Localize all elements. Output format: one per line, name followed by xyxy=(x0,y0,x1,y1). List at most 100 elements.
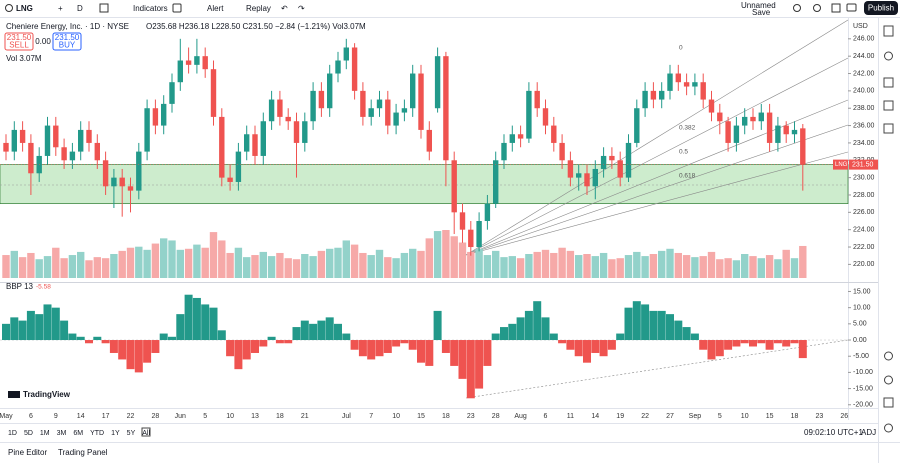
watchlist-icon[interactable] xyxy=(883,25,894,37)
x-tick-label: Jul xyxy=(342,413,351,420)
x-tick-label: 23 xyxy=(816,413,824,420)
range-button[interactable]: 5Y xyxy=(127,430,136,437)
fib-label: 0.618 xyxy=(679,173,696,180)
volume-bar xyxy=(633,251,641,278)
bbp-bar xyxy=(641,304,650,341)
add-symbol[interactable]: + xyxy=(58,4,63,13)
bbp-bar xyxy=(358,340,367,357)
data-window-icon[interactable] xyxy=(883,77,894,88)
y-tick-label: 220.00 xyxy=(853,261,875,268)
alert-button[interactable]: Alert xyxy=(207,4,224,13)
sell-label[interactable]: SELL xyxy=(9,41,29,50)
search-icon[interactable] xyxy=(5,4,13,12)
chat-icon[interactable] xyxy=(884,375,893,385)
bbp-bar xyxy=(591,340,600,353)
candle-body xyxy=(493,160,499,204)
ideas-icon[interactable] xyxy=(884,351,893,361)
footer: 1D 5D 1M 3M 6M YTD 1Y 5Y All xyxy=(8,430,150,437)
candle-body xyxy=(484,203,491,222)
range-button[interactable]: 6M xyxy=(73,430,83,437)
undo[interactable]: ↶ xyxy=(281,4,288,13)
range-button[interactable]: 1Y xyxy=(111,430,120,437)
range-button[interactable]: All xyxy=(142,430,150,437)
candle-body xyxy=(717,112,723,122)
quick-search[interactable] xyxy=(793,4,801,12)
candle-body xyxy=(302,121,308,143)
calendar-icon[interactable] xyxy=(883,123,894,134)
x-tick-label: 21 xyxy=(301,413,309,420)
volume-bar xyxy=(475,248,483,278)
volume-bar xyxy=(492,250,500,278)
volume-bar xyxy=(2,255,10,278)
replay-button[interactable]: Replay xyxy=(246,4,271,13)
alerts-icon[interactable] xyxy=(884,51,893,61)
bottom-tab[interactable]: Trading Panel xyxy=(58,448,108,457)
bbp-bar xyxy=(259,340,268,347)
bbp-bar xyxy=(632,301,641,341)
snapshot[interactable] xyxy=(846,3,857,12)
fullscreen[interactable] xyxy=(831,3,841,13)
bottom-tab[interactable]: Pine Editor xyxy=(8,448,47,457)
volume-bar xyxy=(10,250,18,278)
volume-bar xyxy=(234,247,243,278)
hotlist-icon[interactable] xyxy=(883,100,894,111)
candle-body xyxy=(78,129,84,152)
x-tick-label: 7 xyxy=(369,413,373,420)
bbp-bar xyxy=(226,340,235,357)
volume-bar xyxy=(243,257,251,278)
help-icon[interactable] xyxy=(884,423,893,433)
date-range-icon[interactable] xyxy=(141,427,151,437)
candle-body xyxy=(169,82,175,104)
volume-bar xyxy=(143,249,151,278)
range-button[interactable]: 1M xyxy=(40,430,50,437)
bbp-bar xyxy=(118,340,127,360)
indicators-button[interactable]: Indicators xyxy=(133,4,168,13)
fan-line xyxy=(465,151,849,256)
volume-bar xyxy=(741,254,749,278)
bbp-bar xyxy=(541,317,550,341)
interval[interactable]: D xyxy=(77,4,83,13)
volume-bar xyxy=(409,248,417,278)
bbp-bar xyxy=(176,314,185,341)
candle-body xyxy=(152,108,159,126)
volume-bar xyxy=(450,236,458,278)
templates-icon[interactable] xyxy=(172,3,182,13)
volume-bar xyxy=(624,255,633,278)
sell-price[interactable]: 231.50 xyxy=(7,33,32,42)
candle-body xyxy=(567,160,574,178)
range-button[interactable]: 3M xyxy=(57,430,67,437)
symbol[interactable]: LNG xyxy=(16,4,33,13)
buy-label[interactable]: BUY xyxy=(59,41,76,50)
publish-button[interactable]: Publish xyxy=(868,4,894,13)
candle-body xyxy=(393,112,399,126)
chart-style-icon[interactable] xyxy=(99,3,109,13)
adj-button[interactable]: ADJ xyxy=(861,428,876,437)
buy-price[interactable]: 231.50 xyxy=(55,33,80,42)
settings[interactable] xyxy=(813,4,821,12)
candle-body xyxy=(244,134,250,152)
volume-bar xyxy=(533,251,541,278)
candle-body xyxy=(327,73,333,109)
candle-body xyxy=(11,129,17,152)
x-tick-label: 18 xyxy=(276,413,284,420)
bbp-bar xyxy=(334,323,342,341)
sell-button[interactable] xyxy=(4,32,34,51)
range-button[interactable]: YTD xyxy=(90,430,104,437)
bbp-bar xyxy=(408,340,417,350)
bbp-bar xyxy=(292,327,301,341)
range-button[interactable]: 1D xyxy=(8,430,17,437)
notifications-icon[interactable] xyxy=(883,397,894,408)
candle-body xyxy=(102,160,109,187)
candle-body xyxy=(260,121,266,156)
buy-button[interactable] xyxy=(52,32,82,51)
candle-body xyxy=(766,112,773,143)
redo[interactable]: ↷ xyxy=(298,4,305,13)
bbp-bar xyxy=(690,333,699,341)
fib-label: 0.382 xyxy=(679,125,696,132)
bbp-bar xyxy=(201,304,210,341)
layout-name[interactable]: Unnamed xyxy=(741,1,776,10)
publish-button-bg[interactable] xyxy=(864,1,898,15)
range-button[interactable]: 5D xyxy=(24,430,33,437)
volume-bar xyxy=(18,257,27,278)
candle-body xyxy=(185,60,192,65)
